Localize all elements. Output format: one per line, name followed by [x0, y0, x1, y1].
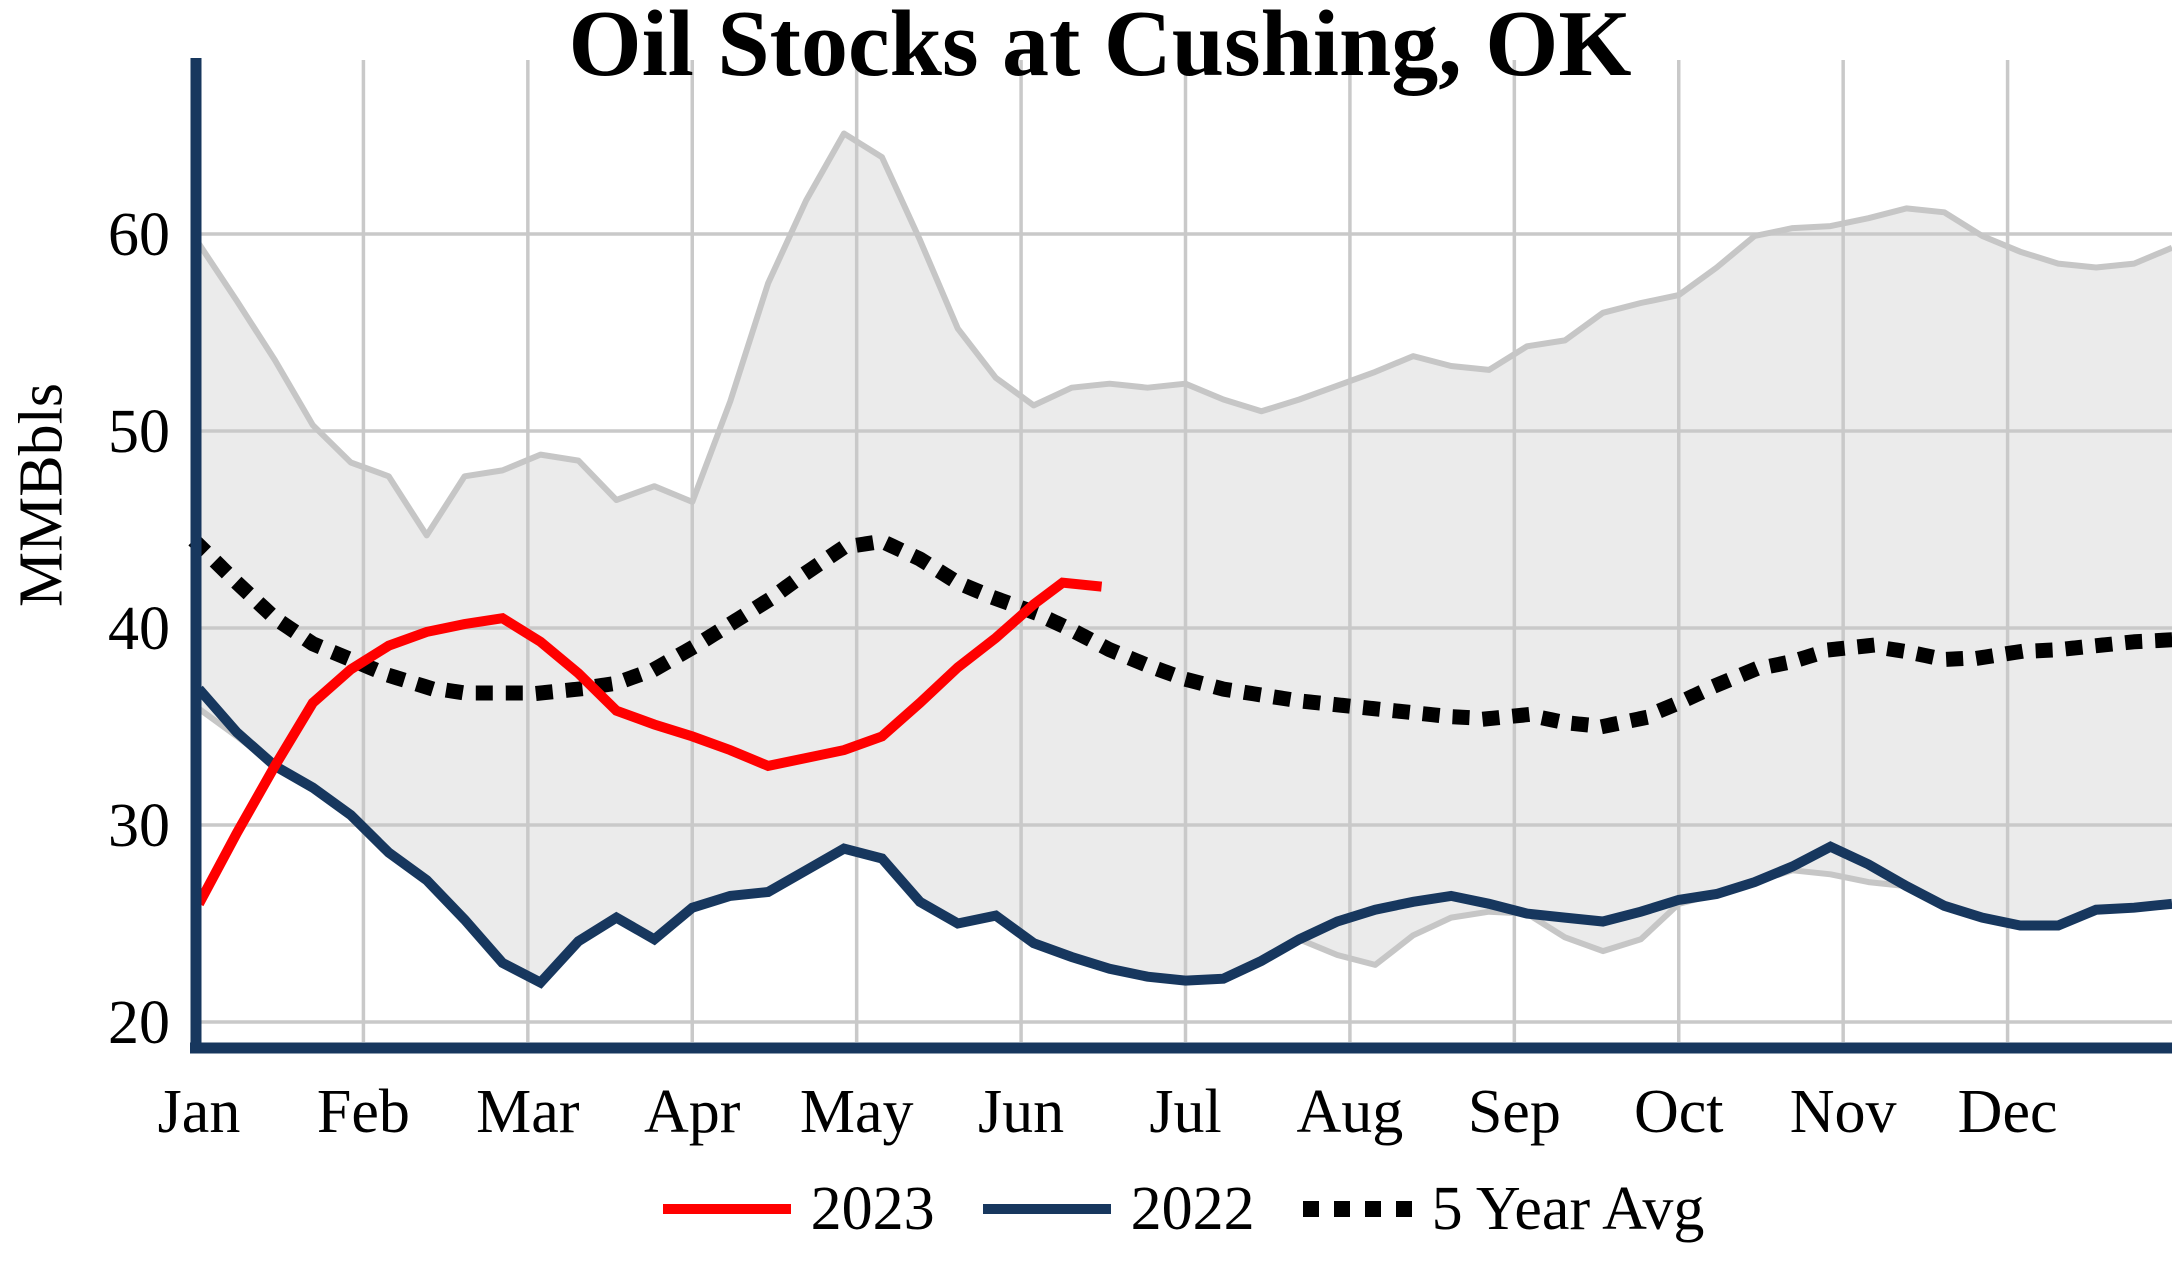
month-label-may: May	[800, 1078, 914, 1146]
month-label-jul: Jul	[1149, 1078, 1221, 1146]
chart-title: Oil Stocks at Cushing, OK	[568, 0, 1632, 96]
legend-label-2022: 2022	[1130, 1175, 1255, 1243]
legend: 2023 2022 5 Year Avg	[195, 1178, 2172, 1240]
band-upper-edge	[196, 130, 2172, 539]
month-label-dec: Dec	[1958, 1078, 2058, 1146]
month-label-mar: Mar	[476, 1078, 580, 1146]
y-tick-label-30: 30	[108, 792, 170, 860]
y-tick-label-60: 60	[108, 201, 170, 269]
legend-label-2023: 2023	[810, 1175, 935, 1243]
month-label-jan: Jan	[158, 1078, 241, 1146]
month-label-feb: Feb	[317, 1078, 410, 1146]
legend-item-2023: 2023	[662, 1175, 935, 1243]
month-label-jun: Jun	[978, 1078, 1064, 1146]
series-5-year-avg-line	[188, 533, 2172, 734]
y-axis-title: MMBbls	[7, 383, 76, 607]
red-line-swatch-icon	[662, 1204, 791, 1214]
month-label-sep: Sep	[1468, 1078, 1561, 1146]
series-2023-line	[194, 577, 1103, 907]
month-label-nov: Nov	[1790, 1078, 1897, 1146]
y-tick-label-40: 40	[108, 595, 170, 663]
month-label-apr: Apr	[644, 1078, 741, 1146]
navy-line-swatch-icon	[982, 1204, 1111, 1214]
legend-item-5yr-avg: 5 Year Avg	[1302, 1175, 1705, 1243]
series-2022-line	[195, 685, 2172, 989]
y-tick-label-20: 20	[108, 989, 170, 1057]
month-label-oct: Oct	[1634, 1078, 1724, 1146]
legend-label-5yr-avg: 5 Year Avg	[1431, 1175, 1705, 1243]
legend-item-2022: 2022	[982, 1175, 1255, 1243]
y-tick-label-50: 50	[108, 398, 170, 466]
month-label-aug: Aug	[1297, 1078, 1404, 1146]
dotted-line-swatch-icon	[1302, 1201, 1412, 1217]
